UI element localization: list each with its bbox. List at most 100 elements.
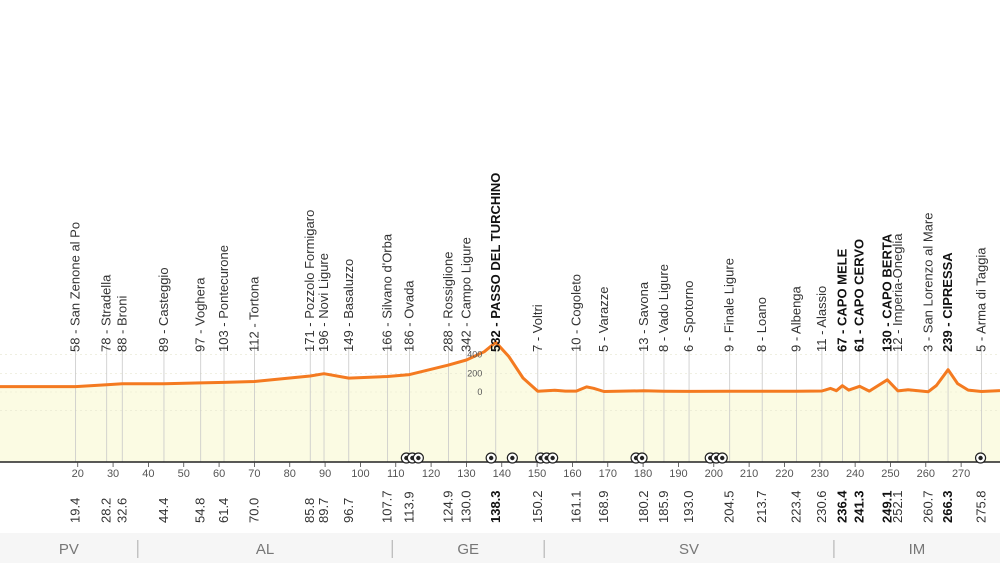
place-km-label: 150.2 (530, 490, 545, 523)
place-km-label: 230.6 (814, 490, 829, 523)
km-tick-label: 120 (422, 468, 440, 480)
place-km-label: 124.9 (440, 490, 455, 523)
place-label: 532 - PASSO DEL TURCHINO (488, 173, 503, 352)
place-km-label: 180.2 (636, 490, 651, 523)
place-km-label: 275.8 (974, 490, 989, 523)
place-km-label: 223.4 (788, 490, 803, 523)
place-label: 13 - Savona (636, 281, 651, 352)
place-label: 8 - Vado Ligure (656, 264, 671, 352)
place-label: 186 - Ovada (402, 280, 417, 352)
km-tick-label: 230 (811, 468, 829, 480)
place-km-label: 241.3 (852, 490, 867, 523)
place-km-label: 85.8 (302, 498, 317, 523)
place-label: 7 - Voltri (530, 304, 545, 352)
place-label: 9 - Finale Ligure (722, 258, 737, 352)
km-tick-label: 110 (387, 468, 405, 480)
place-label: 171 - Pozzolo Formigaro (302, 210, 317, 352)
service-marker-dot (550, 455, 555, 461)
place-label: 3 - San Lorenzo al Mare (920, 213, 935, 352)
place-label: 149 - Basaluzzo (341, 259, 356, 352)
km-tick-label: 90 (319, 468, 331, 480)
place-label: 89 - Casteggio (156, 267, 171, 352)
place-km-label: 138.3 (488, 490, 503, 523)
place-km-label: 130.0 (458, 490, 473, 523)
place-km-label: 185.9 (656, 490, 671, 523)
place-km-label: 193.0 (681, 490, 696, 523)
place-label: 10 - Cogoleto (568, 274, 583, 352)
place-km-label: 113.9 (402, 491, 417, 523)
region-label: IM (909, 541, 926, 558)
place-label: 288 - Rossiglione (440, 252, 455, 352)
place-km-label: 161.1 (568, 490, 583, 523)
km-tick-label: 210 (740, 468, 758, 480)
km-tick-label: 130 (457, 468, 475, 480)
service-marker-dot (488, 455, 494, 461)
place-km-label: 266.3 (940, 490, 955, 523)
place-label: 166 - Silvano d'Orba (380, 233, 395, 352)
place-label: 130 - CAPO BERTA (879, 233, 894, 352)
service-marker-dot (416, 455, 421, 461)
place-label: 196 - Novi Ligure (316, 253, 331, 352)
place-label: 11 - Alassio (814, 286, 829, 352)
place-label: 61 - CAPO CERVO (852, 239, 867, 352)
region-label: GE (457, 541, 479, 558)
place-km-label: 213.7 (754, 490, 769, 523)
place-km-label: 236.4 (834, 490, 849, 523)
km-tick-label: 150 (528, 468, 546, 480)
km-tick-label: 80 (284, 468, 296, 480)
service-marker-dot (510, 455, 515, 461)
place-km-label: 54.8 (193, 498, 208, 523)
km-tick-label: 70 (248, 468, 260, 480)
place-km-label: 96.7 (341, 498, 356, 523)
place-label: 6 - Spotorno (681, 280, 696, 352)
place-km-label: 61.4 (216, 498, 231, 523)
place-km-label: 249.1 (879, 490, 894, 523)
place-km-label: 28.2 (99, 498, 114, 523)
place-label: 8 - Loano (754, 297, 769, 352)
place-label: 112 - Tortona (246, 276, 261, 352)
km-tick-label: 60 (213, 468, 225, 480)
km-tick-label: 20 (72, 468, 84, 480)
region-label: AL (256, 541, 274, 558)
service-marker-dot (639, 455, 645, 461)
place-label: 12 - Imperia-Oneglia (890, 233, 905, 352)
region-label: SV (679, 541, 699, 558)
place-km-label: 32.6 (114, 498, 129, 523)
km-tick-label: 140 (493, 468, 511, 480)
place-label: 97 - Voghera (193, 277, 208, 352)
km-tick-label: 40 (142, 468, 154, 480)
km-tick-label: 160 (563, 468, 581, 480)
place-km-label: 19.4 (68, 498, 83, 523)
place-label: 5 - Arma di Taggia (974, 247, 989, 352)
km-tick-label: 220 (775, 468, 793, 480)
service-marker-dot (720, 455, 725, 461)
place-km-label: 89.7 (316, 498, 331, 523)
place-label: 103 - Pontecurone (216, 245, 231, 352)
km-tick-label: 50 (178, 468, 190, 480)
elevation-tick-label: 200 (467, 368, 482, 378)
elevation-tick-label: 400 (467, 350, 482, 360)
place-km-label: 168.9 (596, 490, 611, 523)
place-km-label: 260.7 (920, 490, 935, 523)
place-label: 88 - Broni (114, 296, 129, 352)
elevation-tick-label: 0 (477, 387, 482, 397)
km-tick-label: 200 (705, 468, 723, 480)
place-label: 9 - Albenga (788, 285, 803, 352)
km-tick-label: 170 (599, 468, 617, 480)
place-km-label: 70.0 (246, 498, 261, 523)
place-label: 58 - San Zenone al Po (68, 222, 83, 352)
service-marker-dot (978, 455, 983, 461)
km-tick-label: 240 (846, 468, 864, 480)
place-km-label: 107.7 (380, 490, 395, 523)
place-label: 239 - CIPRESSA (940, 252, 955, 352)
km-tick-label: 260 (917, 468, 935, 480)
place-km-label: 44.4 (156, 498, 171, 523)
place-label: 67 - CAPO MELE (834, 248, 849, 352)
km-tick-label: 270 (952, 468, 970, 480)
place-km-label: 252.1 (890, 490, 905, 523)
km-tick-label: 250 (881, 468, 899, 480)
place-label: 342 - Campo Ligure (458, 237, 473, 352)
profile-line (0, 340, 1000, 394)
km-tick-label: 190 (669, 468, 687, 480)
